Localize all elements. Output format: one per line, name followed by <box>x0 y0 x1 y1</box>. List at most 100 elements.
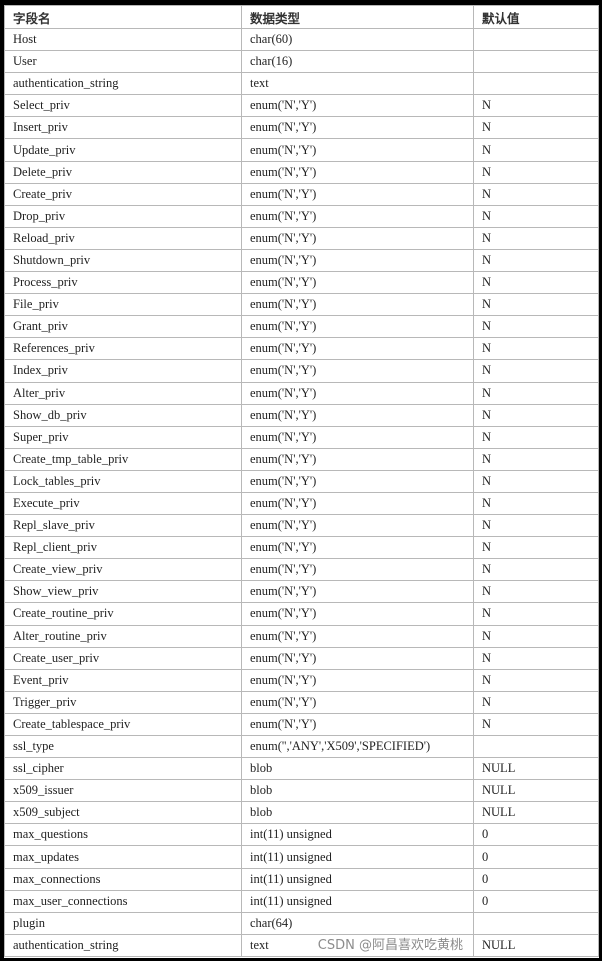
field-name-cell: plugin <box>4 911 242 935</box>
table-row: Delete_priv enum('N','Y') N <box>4 160 599 184</box>
default-value-cell: N <box>473 381 599 405</box>
default-value-cell: N <box>473 204 599 228</box>
table-row: Process_priv enum('N','Y') N <box>4 271 599 295</box>
field-name-cell: References_priv <box>4 337 242 361</box>
table-row: max_questions int(11) unsigned 0 <box>4 823 599 847</box>
table-row: Execute_priv enum('N','Y') N <box>4 491 599 516</box>
table-row: Update_priv enum('N','Y') N <box>4 138 599 162</box>
table-row: Repl_client_priv enum('N','Y') N <box>4 536 599 560</box>
table-row: authentication_string text NULL <box>4 933 599 957</box>
field-name-cell: Insert_priv <box>4 116 242 140</box>
data-type-cell: enum('N','Y') <box>241 381 474 405</box>
table-row: References_priv enum('N','Y') N <box>4 337 599 361</box>
default-value-cell <box>473 27 599 52</box>
default-value-cell: N <box>473 116 599 140</box>
data-type-cell: enum('N','Y') <box>241 248 474 273</box>
table-row: Show_db_priv enum('N','Y') N <box>4 403 599 427</box>
default-value-cell: N <box>473 315 599 339</box>
field-name-cell: Alter_priv <box>4 381 242 405</box>
default-value-cell: N <box>473 690 599 714</box>
default-value-cell: N <box>473 226 599 250</box>
table-row: x509_subject blob NULL <box>4 801 599 825</box>
data-type-cell: enum('N','Y') <box>241 602 474 626</box>
table-row: Repl_slave_priv enum('N','Y') N <box>4 514 599 538</box>
data-type-cell: enum('N','Y') <box>241 514 474 538</box>
data-type-cell: enum('N','Y') <box>241 226 474 250</box>
field-name-cell: x509_issuer <box>4 779 242 803</box>
field-name-cell: Delete_priv <box>4 160 242 184</box>
data-type-cell: enum('N','Y') <box>241 491 474 516</box>
default-value-cell: N <box>473 160 599 184</box>
header-data-type: 数据类型 <box>241 5 474 29</box>
field-name-cell: ssl_cipher <box>4 757 242 781</box>
field-name-cell: ssl_type <box>4 734 242 759</box>
field-name-cell: Show_view_priv <box>4 580 242 604</box>
table-row: Show_view_priv enum('N','Y') N <box>4 580 599 604</box>
default-value-cell: N <box>473 668 599 692</box>
table-row: Lock_tables_priv enum('N','Y') N <box>4 469 599 493</box>
table-row: plugin char(64) <box>4 911 599 935</box>
field-name-cell: Create_view_priv <box>4 558 242 582</box>
data-type-cell: blob <box>241 801 474 825</box>
field-name-cell: Trigger_priv <box>4 690 242 714</box>
field-name-cell: Shutdown_priv <box>4 248 242 273</box>
table-row: Create_tmp_table_priv enum('N','Y') N <box>4 447 599 471</box>
field-name-cell: Index_priv <box>4 359 242 383</box>
data-type-cell: enum('N','Y') <box>241 425 474 449</box>
default-value-cell: N <box>473 403 599 427</box>
table-row: User char(16) <box>4 50 599 74</box>
field-name-cell: Super_priv <box>4 425 242 449</box>
table-row: Index_priv enum('N','Y') N <box>4 359 599 383</box>
data-type-cell: int(11) unsigned <box>241 889 474 913</box>
default-value-cell: 0 <box>473 867 599 891</box>
table-row: Drop_priv enum('N','Y') N <box>4 204 599 228</box>
field-name-cell: Create_tmp_table_priv <box>4 447 242 471</box>
default-value-cell: N <box>473 425 599 449</box>
table-row: Host char(60) <box>4 27 599 52</box>
field-name-cell: File_priv <box>4 293 242 317</box>
default-value-cell <box>473 911 599 935</box>
data-type-cell: int(11) unsigned <box>241 823 474 847</box>
default-value-cell: N <box>473 271 599 295</box>
default-value-cell <box>473 50 599 74</box>
field-name-cell: max_connections <box>4 867 242 891</box>
data-type-cell: enum('N','Y') <box>241 668 474 692</box>
default-value-cell: N <box>473 138 599 162</box>
field-name-cell: Alter_routine_priv <box>4 624 242 648</box>
table-row: max_connections int(11) unsigned 0 <box>4 867 599 891</box>
table-row: Alter_priv enum('N','Y') N <box>4 381 599 405</box>
table-row: Alter_routine_priv enum('N','Y') N <box>4 624 599 648</box>
default-value-cell: N <box>473 624 599 648</box>
data-type-cell: enum('N','Y') <box>241 116 474 140</box>
table-row: Create_priv enum('N','Y') N <box>4 182 599 206</box>
table-row: Insert_priv enum('N','Y') N <box>4 116 599 140</box>
header-default: 默认值 <box>473 5 599 29</box>
default-value-cell: N <box>473 359 599 383</box>
default-value-cell: N <box>473 491 599 516</box>
data-type-cell: enum('N','Y') <box>241 624 474 648</box>
data-type-cell: text <box>241 72 474 96</box>
document-page: 字段名 数据类型 默认值 Host char(60) User char(16) aut… <box>4 5 599 958</box>
default-value-cell: N <box>473 558 599 582</box>
data-type-cell: enum('N','Y') <box>241 469 474 493</box>
default-value-cell: N <box>473 248 599 273</box>
data-type-cell: enum('N','Y') <box>241 315 474 339</box>
table-row: Create_view_priv enum('N','Y') N <box>4 558 599 582</box>
table-row: authentication_string text <box>4 72 599 96</box>
field-name-cell: Host <box>4 27 242 52</box>
table-row: Create_tablespace_priv enum('N','Y') N <box>4 712 599 737</box>
data-type-cell: enum('N','Y') <box>241 138 474 162</box>
data-type-cell: enum('N','Y') <box>241 403 474 427</box>
table-row: File_priv enum('N','Y') N <box>4 293 599 317</box>
data-type-cell: enum('N','Y') <box>241 580 474 604</box>
field-name-cell: max_user_connections <box>4 889 242 913</box>
data-type-cell: int(11) unsigned <box>241 845 474 869</box>
data-type-cell: enum('N','Y') <box>241 204 474 228</box>
header-row: 字段名 数据类型 默认值 <box>4 5 599 29</box>
field-name-cell: max_updates <box>4 845 242 869</box>
header-field-name: 字段名 <box>4 5 242 29</box>
default-value-cell: N <box>473 712 599 737</box>
default-value-cell: N <box>473 293 599 317</box>
table-body: Host char(60) User char(16) authentication_s… <box>4 27 599 957</box>
default-value-cell: N <box>473 447 599 471</box>
